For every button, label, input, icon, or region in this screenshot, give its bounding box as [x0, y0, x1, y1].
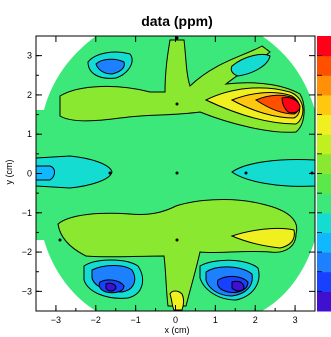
colorbar-swatch	[317, 134, 331, 155]
sample-points	[58, 36, 314, 242]
chart-title: data (ppm)	[141, 13, 213, 29]
y-tick-label: −3	[22, 286, 32, 296]
colorbar-swatch	[317, 193, 331, 214]
sample-point	[175, 36, 179, 40]
colorbar-swatch	[317, 232, 331, 253]
colorbar-swatch	[317, 114, 331, 135]
contour-region-outside	[36, 240, 96, 311]
contour-mid-left-blue	[36, 165, 55, 181]
sample-point	[244, 171, 248, 175]
contour-lower-right-violet	[231, 280, 245, 292]
contour-region-outside	[262, 240, 315, 311]
colorbar-swatch	[317, 291, 331, 312]
contour-upper-right-cyan	[230, 53, 271, 77]
x-tick-label: −3	[51, 315, 61, 325]
sample-point	[175, 171, 179, 175]
colorbar-swatch	[317, 94, 331, 116]
y-tick-label: 2	[27, 90, 32, 100]
colorbar	[317, 36, 331, 312]
contour-upper-left-blue	[95, 58, 125, 75]
sample-point	[175, 238, 179, 242]
y-axis-label: y (cm)	[4, 160, 14, 185]
colorbar-swatch	[317, 212, 331, 233]
contour-lower-left-violet	[105, 282, 117, 292]
contour-hotspot-peak	[281, 97, 301, 114]
contour-region-outside	[36, 36, 96, 110]
colorbar-swatch	[317, 36, 331, 57]
contour-bottom-yellow	[169, 290, 184, 311]
contour-mid-right-cyan	[231, 159, 315, 187]
sample-point	[108, 171, 112, 175]
y-axis: −3 −2 −1 0 1 2 3	[22, 35, 315, 312]
colorbar-swatch	[317, 271, 331, 292]
colorbar-swatch	[317, 173, 331, 194]
plot-area	[36, 36, 315, 311]
x-tick-label: 2	[253, 315, 258, 325]
colorbar-swatch	[317, 75, 331, 96]
sample-point	[58, 238, 62, 242]
y-tick-label: −2	[22, 247, 32, 257]
sample-point	[175, 102, 179, 106]
colorbar-swatch	[317, 252, 331, 273]
x-axis-label: x (cm)	[165, 325, 190, 335]
y-tick-label: 0	[27, 169, 32, 179]
contour-region-outside	[262, 36, 315, 110]
contour-mid-left-cyan	[36, 155, 113, 189]
x-tick-label: 0	[173, 315, 178, 325]
x-tick-label: 3	[293, 315, 298, 325]
contour-lower-right-yellow	[230, 227, 295, 249]
colorbar-swatch	[317, 153, 331, 174]
y-tick-label: −1	[22, 208, 32, 218]
x-tick-label: −1	[131, 315, 141, 325]
x-tick-label: 1	[213, 315, 218, 325]
x-axis: −3 −2 −1 0 1 2 3	[35, 36, 316, 325]
colorbar-swatch	[317, 55, 331, 76]
y-tick-label: 3	[27, 51, 32, 61]
x-tick-label: −2	[91, 315, 101, 325]
contour-band-lower	[57, 199, 298, 307]
y-tick-label: 1	[27, 129, 32, 139]
